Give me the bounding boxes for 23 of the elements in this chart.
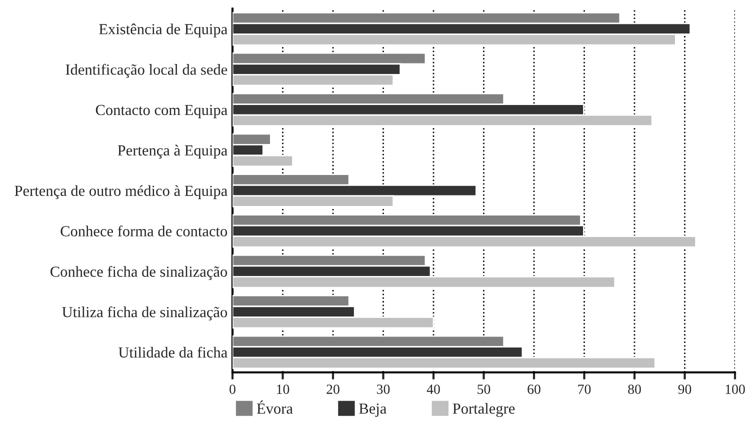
x-tick-label: 70	[578, 384, 591, 394]
y-tick-label: Existência de Equipa	[99, 24, 228, 38]
y-tick-label: Identificação local da sede	[66, 64, 228, 78]
x-tick-label: 0	[230, 384, 236, 394]
y-tick-label: Conhece forma de contacto	[60, 225, 228, 236]
x-tick-label: 30	[376, 384, 390, 394]
y-tick-label: Utiliza ficha de sinalização	[62, 306, 228, 320]
y-tick-label: Utilidade da ficha	[118, 346, 228, 358]
x-tick-label: 80	[628, 384, 641, 394]
x-tick-label: 100	[726, 384, 745, 394]
legend-label: Évora	[256, 400, 293, 414]
y-tick-label: Conhece ficha de sinalização	[50, 266, 228, 280]
legend-label: Beja	[359, 404, 386, 417]
x-tick-label: 90	[678, 384, 692, 394]
x-tick-label: 60	[528, 384, 540, 394]
y-tick-label: Pertença de outro médico à Equipa	[14, 185, 228, 200]
x-tick-label: 20	[326, 384, 340, 394]
legend-label: Portalegre	[452, 403, 515, 417]
x-tick-label: 10	[277, 384, 290, 394]
y-tick-label: Pertença à Equipa	[118, 144, 228, 159]
y-tick-label: Contacto com Equipa	[96, 104, 228, 118]
x-tick-label: 50	[478, 384, 490, 394]
x-tick-label: 40	[426, 384, 440, 394]
